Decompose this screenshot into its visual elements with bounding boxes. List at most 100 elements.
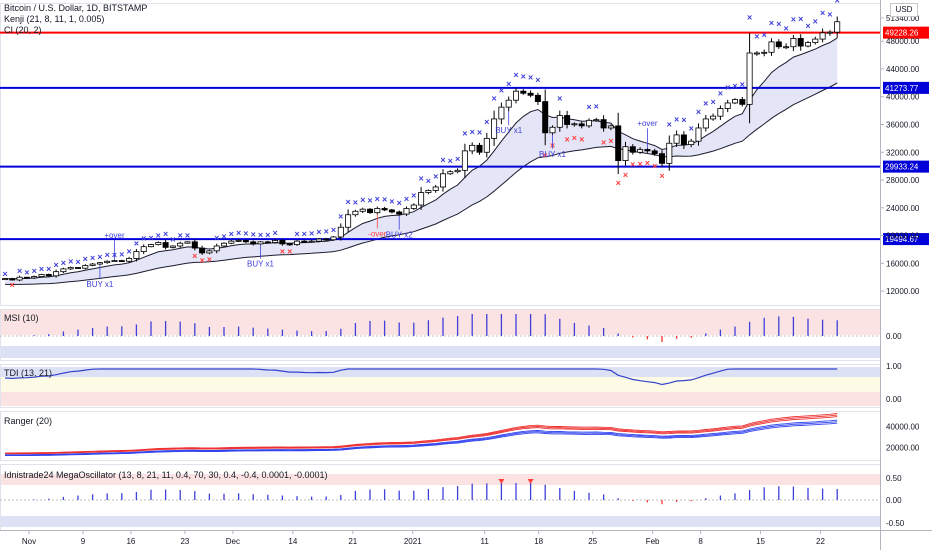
sar-marker: × bbox=[251, 229, 256, 239]
tdi-line bbox=[4, 368, 838, 386]
candle-body bbox=[746, 52, 753, 105]
time-tick-label: 11 bbox=[481, 537, 490, 546]
sar-marker: × bbox=[813, 16, 818, 26]
candle-body bbox=[673, 134, 680, 144]
candle-body bbox=[622, 146, 629, 161]
sar-marker: × bbox=[331, 225, 336, 235]
candle-body bbox=[16, 276, 23, 281]
sar-marker: × bbox=[199, 255, 204, 265]
sar-marker: × bbox=[316, 227, 321, 237]
ranger-panel-label: Ranger (20) bbox=[4, 416, 53, 426]
sar-marker: × bbox=[345, 197, 350, 207]
candle-body bbox=[761, 51, 768, 54]
sar-marker: × bbox=[491, 94, 496, 104]
price-level-label: 49228.26 bbox=[885, 29, 919, 38]
candle-body bbox=[593, 119, 600, 122]
sar-marker: × bbox=[448, 156, 453, 166]
sar-marker: × bbox=[170, 234, 175, 244]
time-tick-label: 22 bbox=[816, 537, 825, 546]
sar-marker: × bbox=[477, 127, 482, 137]
candle-body bbox=[783, 46, 790, 49]
tdi-panel-label: TDI (13, 21) bbox=[4, 368, 53, 378]
sar-marker: × bbox=[747, 13, 752, 23]
mega-tick-label: 0.50 bbox=[886, 474, 902, 483]
tdi-mid-zone bbox=[1, 377, 880, 392]
sar-marker: × bbox=[61, 258, 66, 268]
sar-marker: × bbox=[243, 229, 248, 239]
mega-signal-triangle bbox=[527, 479, 534, 484]
kenji-indicator-label: Kenji (21, 8, 11, 1, 0.005) bbox=[4, 14, 105, 24]
signal-label: +over bbox=[104, 231, 125, 240]
price-tick-label: 51340.00 bbox=[886, 14, 920, 23]
candle-body bbox=[111, 260, 118, 262]
candle-body bbox=[513, 90, 520, 101]
candle-body bbox=[67, 267, 74, 270]
sar-marker: × bbox=[637, 159, 642, 169]
sar-marker: × bbox=[258, 230, 263, 240]
candle-body bbox=[564, 115, 571, 125]
time-tick-label: 9 bbox=[81, 537, 86, 546]
sar-marker: × bbox=[221, 231, 226, 241]
candle-body bbox=[147, 244, 154, 248]
candle-body bbox=[629, 146, 636, 153]
candle-body bbox=[345, 214, 352, 228]
candle-body bbox=[549, 126, 556, 134]
sar-marker: × bbox=[718, 88, 723, 98]
sar-marker: × bbox=[389, 196, 394, 206]
candle-body bbox=[819, 32, 826, 40]
sar-marker: × bbox=[689, 123, 694, 133]
candle-body bbox=[732, 99, 739, 104]
candle-body bbox=[250, 241, 257, 245]
sar-marker: × bbox=[791, 15, 796, 25]
candle-body bbox=[177, 242, 184, 247]
sar-marker: × bbox=[827, 10, 832, 20]
candle-body bbox=[279, 240, 286, 245]
sar-marker: × bbox=[521, 71, 526, 81]
sar-marker: × bbox=[616, 178, 621, 188]
sar-marker: × bbox=[338, 212, 343, 222]
candle-body bbox=[775, 41, 782, 48]
legend: Bitcoin / U.S. Dollar, 1D, BITSTAMP Kenj… bbox=[4, 3, 147, 36]
sar-marker: × bbox=[32, 266, 37, 276]
candle-body bbox=[242, 240, 249, 243]
sar-marker: × bbox=[659, 171, 664, 181]
mega-lower-zone bbox=[1, 516, 880, 527]
candle-body bbox=[432, 186, 439, 191]
tdi-lower-zone bbox=[1, 392, 880, 406]
megaoscillator-panel-label: Idnistrade24 MegaOscillator (13, 8, 21, … bbox=[4, 470, 328, 480]
candle-body bbox=[403, 208, 410, 215]
tdi-tick-label: 0.00 bbox=[886, 395, 902, 404]
price-level-tag bbox=[883, 233, 929, 246]
sar-marker: × bbox=[740, 80, 745, 90]
sar-marker: × bbox=[703, 98, 708, 108]
candle-body bbox=[337, 226, 344, 238]
currency-button[interactable]: USD bbox=[890, 3, 918, 17]
candle-body bbox=[60, 268, 67, 273]
sar-marker: × bbox=[433, 171, 438, 181]
candle-body bbox=[82, 265, 89, 269]
candle-body bbox=[23, 276, 30, 279]
sar-marker: × bbox=[75, 257, 80, 267]
price-level-label: 29933.24 bbox=[885, 163, 919, 172]
sar-marker: × bbox=[426, 176, 431, 186]
sar-marker: × bbox=[119, 250, 124, 260]
mega-upper-zone bbox=[1, 474, 880, 485]
sar-marker: × bbox=[126, 247, 131, 257]
sar-marker: × bbox=[462, 128, 467, 138]
sar-marker: × bbox=[24, 267, 29, 277]
candle-body bbox=[680, 134, 687, 146]
price-level-tag bbox=[883, 26, 929, 39]
candle-body bbox=[206, 250, 213, 254]
sar-marker: × bbox=[294, 229, 299, 239]
candle-body bbox=[352, 210, 359, 216]
time-tick-label: 2021 bbox=[404, 537, 422, 546]
time-tick-label: 16 bbox=[126, 537, 135, 546]
time-tick-label: 23 bbox=[180, 537, 189, 546]
sar-marker: × bbox=[287, 247, 292, 257]
ranger-lower-line bbox=[4, 419, 838, 456]
sar-marker: × bbox=[608, 136, 613, 146]
candle-body bbox=[31, 276, 38, 279]
sar-marker: × bbox=[105, 250, 110, 260]
candle-body bbox=[388, 209, 395, 213]
